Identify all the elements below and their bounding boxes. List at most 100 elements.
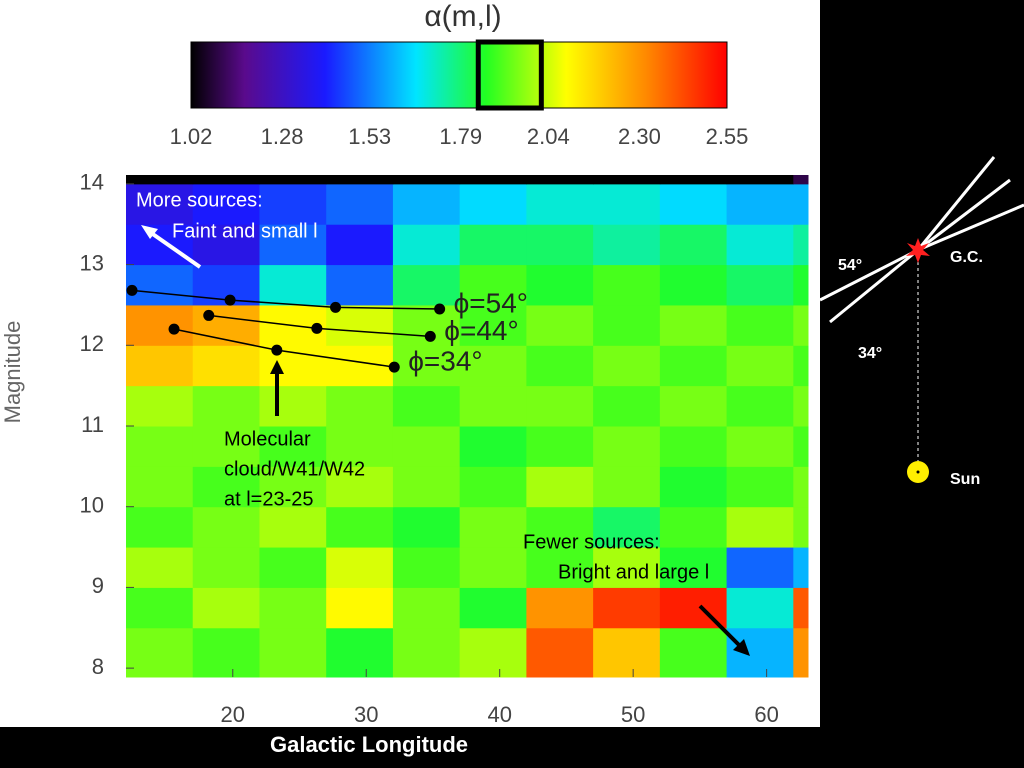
heatmap-cell: [326, 224, 394, 266]
heatmap-cell: [126, 183, 194, 225]
annotation: Bright and large l: [558, 561, 709, 583]
annotation: cloud/W41/W42: [224, 458, 365, 480]
phi-curve: [131, 289, 440, 310]
y-tick-label: 10: [80, 493, 104, 518]
heatmap-cell: [326, 385, 394, 427]
heatmap-cell: [326, 466, 394, 508]
heatmap-cell: [793, 627, 809, 678]
heatmap-cell: [726, 547, 794, 588]
heatmap-cell: [459, 224, 527, 266]
heatmap-cell: [126, 224, 194, 266]
y-tick-label: 11: [81, 412, 104, 437]
heatmap-cell: [659, 304, 728, 346]
heatmap-cell: [526, 175, 594, 185]
heatmap-cell: [593, 304, 661, 346]
x-tick-label: 50: [621, 702, 645, 727]
heatmap-cell: [326, 627, 394, 678]
colorbar-tick-label: 2.30: [618, 124, 661, 149]
heatmap-cell: [593, 506, 661, 548]
heatmap-cell: [659, 547, 728, 588]
heatmap-cell: [126, 175, 194, 185]
heatmap-cell: [126, 304, 194, 346]
heatmap-cell: [259, 627, 327, 678]
phi-point: [424, 330, 436, 342]
gc-label: G.C.: [950, 249, 983, 266]
heatmap-cell: [659, 183, 728, 225]
heatmap-cell: [192, 345, 260, 387]
heatmap-cell: [726, 385, 794, 427]
heatmap-cell: [793, 264, 809, 306]
heatmap-cell: [326, 426, 394, 467]
heatmap-cell: [726, 224, 794, 266]
heatmap-cell: [593, 627, 661, 678]
heatmap-cell: [459, 345, 527, 387]
heatmap-cell: [259, 587, 327, 629]
heatmap-cell: [526, 587, 594, 629]
x-tick-label: 40: [487, 702, 511, 727]
phi-point: [388, 361, 400, 373]
colorbar-tick-label: 2.55: [706, 124, 749, 149]
annotation: More sources:: [136, 189, 263, 211]
heatmap-cell: [659, 506, 728, 548]
heatmap-cell: [459, 627, 527, 678]
heatmap-cell: [593, 466, 661, 508]
heatmap-cell: [259, 466, 327, 508]
heatmap-cell: [593, 175, 661, 185]
y-axis-label: Magnitude: [0, 321, 25, 424]
heatmap-cell: [793, 426, 809, 467]
heatmap-cell: [526, 304, 594, 346]
heatmap-cell: [392, 587, 461, 629]
heatmap-cell: [593, 183, 661, 225]
colorbar-tick-label: 1.79: [439, 124, 482, 149]
heatmap-cell: [793, 547, 809, 588]
angle-label: 34°: [858, 345, 882, 362]
heatmap-cell: [726, 627, 794, 678]
annotation: Fewer sources:: [523, 531, 660, 553]
heatmap-cell: [793, 304, 809, 346]
heatmap-cell: [459, 587, 527, 629]
heatmap-cell: [192, 466, 260, 508]
x-tick-label: 30: [354, 702, 378, 727]
heatmap-cell: [392, 175, 461, 185]
heatmap-cell: [192, 506, 260, 548]
heatmap-cell: [726, 587, 794, 629]
geometry-diagram: 54° 34° G.C. Sun: [819, 156, 1024, 488]
y-tick-label: 8: [92, 654, 104, 679]
heatmap-cell: [192, 224, 260, 266]
heatmap-cell: [326, 264, 394, 306]
heatmap-cell: [793, 224, 809, 266]
heatmap-cell: [392, 224, 461, 266]
angle-label: 54°: [838, 257, 862, 274]
heatmap-cell: [126, 506, 194, 548]
heatmap-cell: [192, 183, 260, 225]
heatmap-cell: [526, 547, 594, 588]
colorbar: [190, 41, 728, 109]
heatmap-cell: [659, 627, 728, 678]
arrow: [698, 604, 744, 650]
heatmap-cell: [593, 547, 661, 588]
heatmap-cell: [793, 175, 809, 185]
heatmap-cell: [392, 183, 461, 225]
heatmap-cell: [593, 345, 661, 387]
heatmap-cell: [259, 506, 327, 548]
heatmap-cell: [192, 385, 260, 427]
colorbar-highlight: [475, 39, 544, 111]
heatmap-cell: [126, 547, 194, 588]
heatmap-cell: [593, 426, 661, 467]
phi-label: ϕ=54°: [454, 287, 528, 318]
heatmap-cell: [259, 224, 327, 266]
heatmap-cell: [526, 426, 594, 467]
heatmap-cell: [459, 385, 527, 427]
heatmap-cell: [526, 627, 594, 678]
colorbar-tick-label: 1.02: [170, 124, 213, 149]
arrowhead: [270, 360, 284, 374]
annotation: Molecular: [224, 428, 311, 450]
phi-label: ϕ=44°: [444, 315, 518, 346]
heatmap-cell: [326, 175, 394, 185]
heatmap-cell: [726, 183, 794, 225]
heatmap-cell: [126, 264, 194, 306]
heatmap-cell: [793, 466, 809, 508]
heatmap-cell: [526, 385, 594, 427]
phi-point: [168, 323, 180, 335]
sun-dot: [916, 470, 920, 474]
